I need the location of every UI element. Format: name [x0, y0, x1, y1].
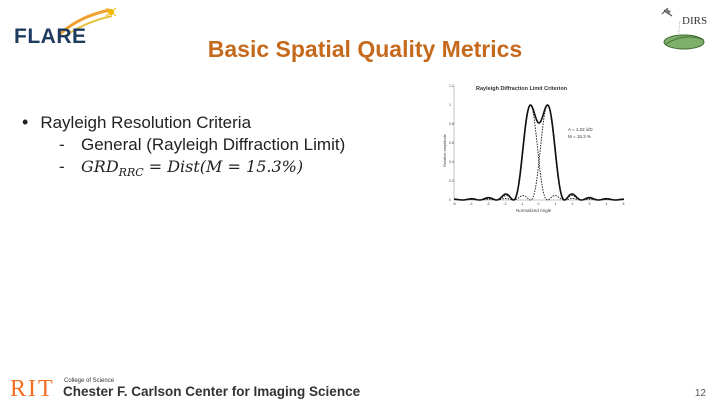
bullet-item: • Rayleigh Resolution Criteria — [22, 112, 345, 133]
x-tick-label: 3 — [589, 202, 591, 206]
psf-curve-right — [454, 104, 624, 201]
chart-xlabel: Normalized Angle — [516, 208, 552, 213]
chart-title: Rayleigh Diffraction Limit Criterion — [476, 86, 568, 92]
formula-lhs: GRD — [81, 157, 119, 176]
y-tick-label: 0.6 — [449, 141, 454, 145]
bullet-list: • Rayleigh Resolution Criteria - General… — [22, 112, 345, 179]
page-number: 12 — [694, 388, 706, 399]
formula-subscript: RRC — [118, 166, 144, 180]
y-tick-label: 1.2 — [449, 84, 454, 88]
x-tick-label: 5 — [623, 202, 625, 206]
formula: GRDRRC = Dist(M = 15.3%) — [81, 157, 303, 179]
chart-ylabel: Relative amplitude — [442, 133, 447, 167]
footer — [0, 372, 720, 405]
center-name: Chester F. Carlson Center for Imaging Sc… — [63, 384, 361, 399]
x-tick-label: -3 — [487, 202, 490, 206]
bullet-dot-icon: • — [22, 112, 29, 132]
x-tick-label: 4 — [606, 202, 608, 206]
x-tick-label: -2 — [504, 202, 507, 206]
chart-annotation-modulation: M = 15.3 % — [568, 134, 591, 139]
rit-logo: RIT — [10, 376, 55, 402]
y-tick-label: 0 — [449, 198, 451, 202]
formula-rhs: = Dist(M = 15.3%) — [143, 157, 304, 176]
y-tick-label: 0.8 — [449, 122, 454, 126]
sub-bullet-general: - General (Rayleigh Diffraction Limit) — [59, 135, 345, 155]
college-name: College of Science — [64, 378, 115, 384]
y-tick-label: 0.2 — [449, 179, 454, 183]
rayleigh-criterion-chart: Rayleigh Diffraction Limit Criterion 0 0.… — [440, 82, 630, 214]
y-tick-label: 0.4 — [449, 160, 454, 164]
flare-logo-text: FLARE — [14, 25, 87, 48]
dirs-logo-text: DIRS — [682, 15, 707, 27]
x-tick-label: 1 — [555, 202, 557, 206]
y-tick-label: 1 — [449, 103, 451, 107]
x-tick-label: -4 — [470, 202, 473, 206]
x-tick-label: -5 — [453, 202, 456, 206]
sub-bullet-text: General (Rayleigh Diffraction Limit) — [81, 135, 346, 154]
satellite-globe-icon: DIRS — [661, 7, 707, 50]
sub-bullet-formula: - GRDRRC = Dist(M = 15.3%) — [59, 157, 345, 179]
dash-icon: - — [59, 135, 65, 154]
flare-swoosh-icon — [58, 7, 117, 37]
chart-annotation-separation: A = 1.22 λ/D — [568, 127, 593, 132]
x-tick-label: 2 — [572, 202, 574, 206]
x-tick-label: -1 — [521, 202, 524, 206]
bullet-text: Rayleigh Resolution Criteria — [40, 112, 252, 132]
x-tick-label: 0 — [538, 202, 540, 206]
dash-icon: - — [59, 157, 65, 176]
slide-title: Basic Spatial Quality Metrics — [207, 36, 523, 62]
